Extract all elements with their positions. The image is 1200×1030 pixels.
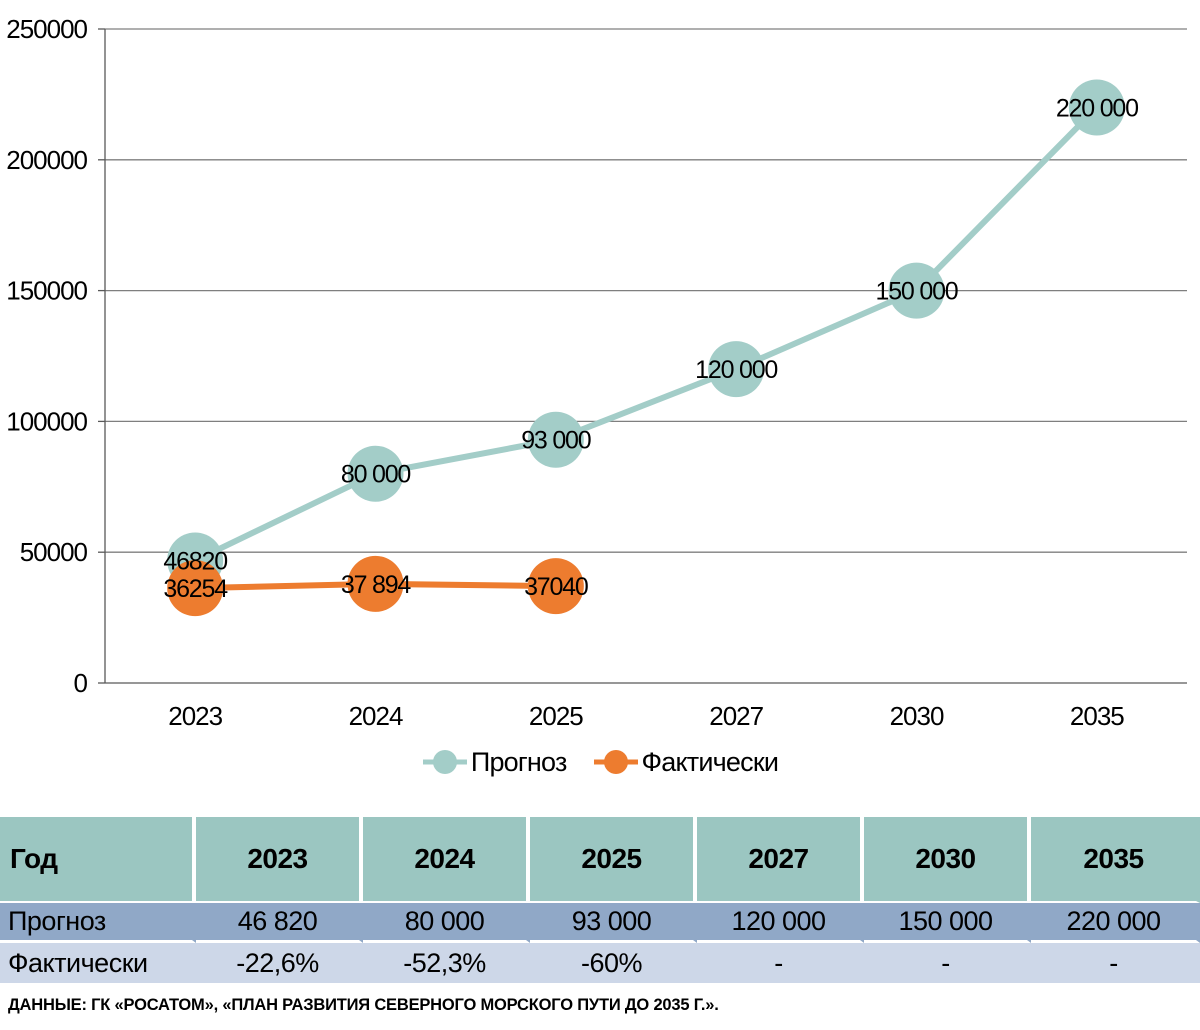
legend-label: Фактически (641, 746, 779, 777)
data-label: 120 000 (695, 356, 777, 384)
x-axis-label: 2023 (168, 701, 222, 731)
data-cell: 80 000 (363, 903, 530, 943)
data-point-Фактически (167, 560, 224, 617)
x-axis-label: 2027 (709, 701, 763, 731)
table-corner-header: Год (0, 817, 196, 903)
table-header-row: Год 2023 2024 2025 2027 2030 2035 (0, 817, 1200, 903)
table-row: Фактически -22,6% -52,3% -60% - - - (0, 943, 1200, 983)
data-point-Прогноз (347, 445, 404, 502)
data-cell: 150 000 (864, 903, 1031, 943)
data-cell: - (864, 943, 1031, 983)
y-axis-label: 250000 (6, 14, 87, 44)
data-label: 37 894 (341, 571, 412, 599)
data-cell: -52,3% (363, 943, 530, 983)
line-marker-icon (422, 750, 467, 774)
x-axis-label: 2035 (1070, 701, 1124, 731)
line-chart: 0 50000 100000 150000 200000 250000 2023 2024 20… (6, 14, 1187, 731)
chart-legend: Прогноз Фактически (0, 738, 1200, 786)
data-cell: 220 000 (1031, 903, 1200, 943)
y-axis-label: 50000 (20, 537, 88, 567)
data-cell: 120 000 (697, 903, 864, 943)
table-year-header: 2025 (530, 817, 697, 903)
data-cell: -22,6% (196, 943, 363, 983)
row-label: Фактически (0, 943, 196, 983)
table-row: Прогноз 46 820 80 000 93 000 120 000 150 000 2… (0, 903, 1200, 943)
data-label: 93 000 (521, 427, 591, 455)
legend-label: Прогноз (470, 746, 568, 777)
table-body: Прогноз 46 820 80 000 93 000 120 000 150 000 2… (0, 903, 1200, 983)
y-axis-label: 200000 (6, 145, 87, 175)
data-point-Прогноз (527, 411, 584, 468)
data-label: 36254 (163, 575, 228, 603)
row-label: Прогноз (0, 903, 196, 943)
table-year-header: 2027 (697, 817, 864, 903)
table-year-header: 2030 (864, 817, 1031, 903)
table-year-header: 2023 (196, 817, 363, 903)
data-point-Фактически (527, 558, 584, 615)
data-cell: - (697, 943, 864, 983)
source-note: ДАННЫЕ: ГК «РОСАТОМ», «ПЛАН РАЗВИТИЯ СЕВ… (8, 996, 719, 1014)
line-marker-icon (593, 750, 638, 774)
table-year-header: 2024 (363, 817, 530, 903)
data-cell: - (1031, 943, 1200, 983)
data-label: 220 000 (1056, 94, 1138, 122)
data-point-Фактически (347, 555, 404, 612)
data-point-Прогноз (1068, 79, 1125, 136)
table-year-header: 2035 (1031, 817, 1200, 903)
x-axis-label: 2030 (890, 701, 944, 731)
data-point-Прогноз (888, 262, 945, 319)
data-cell: 93 000 (530, 903, 697, 943)
summary-table: Год 2023 2024 2025 2027 2030 2035 Прогноз 46 82… (0, 817, 1200, 983)
data-cell: 46 820 (196, 903, 363, 943)
legend-item: Фактически (593, 748, 779, 776)
x-axis-label: 2025 (529, 701, 583, 731)
series-line-Прогноз (193, 105, 1099, 564)
legend-item: Прогноз (422, 748, 567, 776)
data-cell: -60% (530, 943, 697, 983)
data-label: 150 000 (876, 278, 958, 306)
x-axis-label: 2024 (349, 701, 403, 731)
data-label: 37040 (524, 573, 588, 601)
y-axis-label: 150000 (6, 276, 87, 306)
y-axis-label: 0 (74, 668, 88, 698)
data-point-Прогноз (708, 341, 765, 398)
data-label: 46820 (163, 548, 227, 576)
y-axis-label: 100000 (6, 406, 87, 436)
data-label: 80 000 (341, 461, 411, 489)
